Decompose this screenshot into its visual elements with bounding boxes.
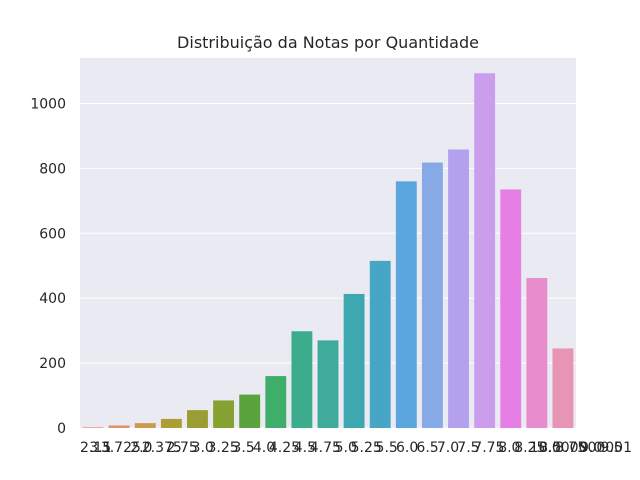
x-tick-label: 7.5	[457, 440, 479, 456]
x-tick-label: 5.25	[351, 440, 382, 456]
bar-2.15	[82, 427, 104, 428]
x-tick-label: 4.0	[253, 440, 275, 456]
bars	[82, 73, 574, 429]
bar-6.25	[369, 260, 391, 428]
bar-4.0	[160, 418, 182, 428]
x-tick-label: 3.5	[232, 440, 254, 456]
y-axis-ticks: 0 200 400 600 800 1000	[30, 96, 66, 437]
x-tick-label: 8.5	[539, 440, 561, 456]
bar-5.5	[291, 331, 313, 428]
bar-8.0000001	[552, 348, 574, 428]
bar-5.75	[317, 340, 339, 428]
x-tick-label: 8.75	[555, 440, 586, 456]
x-tick-label: 8.0	[498, 440, 520, 456]
bar-4.25	[187, 410, 208, 428]
bar-6.0	[343, 293, 365, 428]
x-tick-label: 6.0	[396, 440, 418, 456]
y-tick-label: 0	[57, 421, 66, 437]
bar-7.75	[526, 278, 548, 428]
x-tick-label: 8.25	[514, 440, 545, 456]
x-tick-label: 3.25	[208, 440, 239, 456]
x-tick-label: 5.5	[376, 440, 398, 456]
x-tick-label: 10.000000001	[530, 440, 632, 456]
y-tick-label: 400	[39, 291, 66, 307]
x-tick-label: 5.0	[335, 440, 357, 456]
x-tick-label: 3.1	[89, 440, 111, 456]
x-axis-ticks: 2.153.13.7252.02.3752.753.03.253.54.04.2…	[80, 440, 632, 456]
bar-3.725	[134, 423, 156, 428]
x-tick-label: 3.0	[192, 440, 214, 456]
x-tick-label: 9.5	[600, 440, 622, 456]
bar-7.25	[474, 73, 496, 428]
bar-5.0	[239, 394, 261, 428]
x-tick-label: 2.15	[80, 440, 111, 456]
x-tick-label: 9.0	[580, 440, 602, 456]
x-tick-label: 2.0	[130, 440, 152, 456]
x-tick-label: 4.75	[310, 440, 341, 456]
x-tick-label: 2.75	[167, 440, 198, 456]
bar-7.0	[448, 149, 469, 429]
x-tick-label: 4.25	[269, 440, 300, 456]
chart-title: Distribuição da Notas por Quantidade	[177, 33, 479, 52]
bar-4.5	[213, 400, 235, 428]
y-tick-label: 800	[39, 161, 66, 177]
bar-6.5	[395, 181, 417, 428]
x-tick-label: 2.375	[142, 440, 182, 456]
bar-6.75	[421, 162, 443, 428]
bar-3.1	[108, 425, 130, 428]
y-tick-label: 600	[39, 226, 66, 242]
x-tick-label: 4.5	[294, 440, 316, 456]
bar-5.25	[265, 376, 287, 428]
x-tick-label: 3.725	[101, 440, 141, 456]
y-tick-label: 200	[39, 356, 66, 372]
x-tick-label: 7.75	[473, 440, 504, 456]
bar-7.5	[500, 189, 522, 428]
x-tick-label: 7.0	[437, 440, 459, 456]
x-tick-label: 6.5	[416, 440, 438, 456]
y-tick-label: 1000	[30, 96, 66, 112]
